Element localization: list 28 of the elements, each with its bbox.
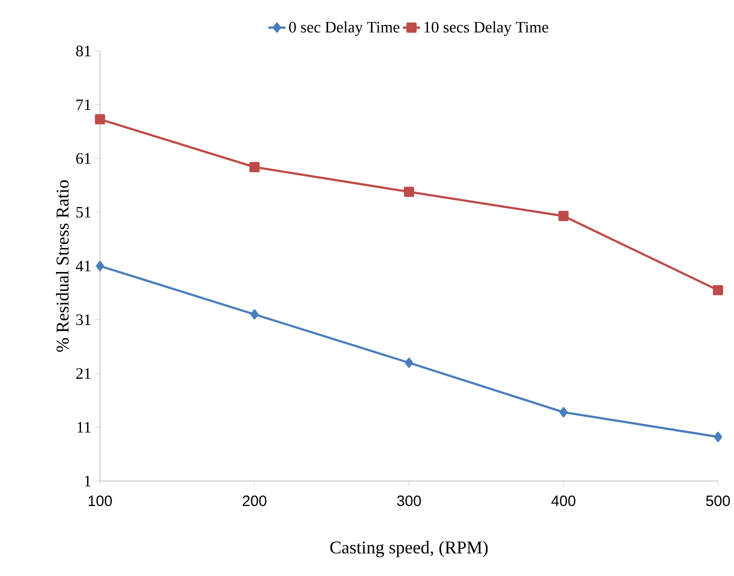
point — [94, 114, 106, 124]
y-tick-label: 21 — [76, 368, 91, 379]
point — [714, 432, 722, 442]
point — [558, 210, 569, 222]
x-axis-title: Casting speed, (RPM) — [330, 540, 488, 558]
point — [96, 260, 104, 272]
y-tick-label: 71 — [76, 99, 91, 110]
y-tick-label: 1 — [84, 476, 91, 486]
y-tick-label: 81 — [76, 46, 91, 56]
y-tick-label: 41 — [76, 260, 91, 272]
point — [712, 285, 724, 296]
y-tick-label: 11 — [78, 422, 91, 432]
x-tick-label: 400 — [551, 496, 576, 506]
point — [250, 309, 259, 320]
point — [249, 162, 260, 172]
legend-label: 10 secs Delay Time — [424, 21, 548, 36]
legend-label: 0 sec Delay Time — [289, 21, 400, 36]
y-tick-label: 31 — [76, 314, 91, 326]
x-tick-label: 100 — [88, 496, 112, 506]
y-tick-label: 51 — [76, 206, 91, 218]
x-tick-label: 300 — [397, 496, 421, 506]
point — [559, 407, 568, 418]
x-tick-label: 500 — [706, 496, 730, 506]
point — [404, 358, 414, 368]
point — [404, 186, 414, 197]
y-axis-title: % Residual Stress Ratio — [56, 180, 69, 352]
x-tick-label: 200 — [242, 496, 266, 506]
y-tick-label: 61 — [76, 153, 91, 164]
